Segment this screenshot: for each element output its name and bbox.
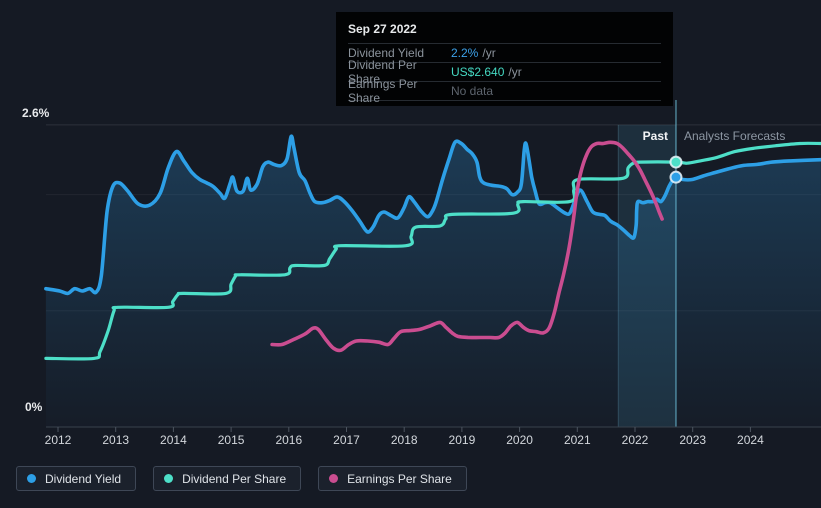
tooltip-value: No data bbox=[451, 84, 494, 98]
earnings-per-share-line bbox=[270, 140, 664, 353]
tooltip-row-earnings-per-share: Earnings Per Share No data bbox=[348, 77, 661, 105]
x-axis-year-label: 2020 bbox=[506, 433, 533, 447]
chart-tooltip: Sep 27 2022 Dividend Yield 2.2% /yr Divi… bbox=[336, 12, 673, 106]
x-axis-year-label: 2019 bbox=[449, 433, 476, 447]
tooltip-date: Sep 27 2022 bbox=[348, 20, 661, 44]
dividend-yield-dot-icon bbox=[27, 474, 36, 483]
y-axis-max-label: 2.6% bbox=[22, 106, 50, 120]
x-axis-year-label: 2012 bbox=[45, 433, 72, 447]
legend-item-earnings-per-share[interactable]: Earnings Per Share bbox=[318, 466, 467, 491]
tooltip-row-dividend-yield: Dividend Yield 2.2% /yr bbox=[348, 44, 661, 63]
tooltip-value: US$2.640 bbox=[451, 65, 505, 79]
x-axis-year-label: 2018 bbox=[391, 433, 418, 447]
tooltip-value-suffix: /yr bbox=[508, 65, 522, 79]
tooltip-value: 2.2% bbox=[451, 46, 479, 60]
past-region-label: Past bbox=[642, 129, 668, 143]
tooltip-value-suffix: /yr bbox=[482, 46, 496, 60]
x-axis-year-label: 2015 bbox=[218, 433, 245, 447]
legend-label: Dividend Per Share bbox=[182, 471, 287, 486]
legend-item-dividend-per-share[interactable]: Dividend Per Share bbox=[153, 466, 302, 491]
tooltip-label: Dividend Yield bbox=[348, 46, 425, 60]
y-axis-min-label: 0% bbox=[25, 400, 43, 414]
forecast-region-label: Analysts Forecasts bbox=[684, 129, 786, 143]
legend-label: Dividend Yield bbox=[45, 471, 122, 486]
x-axis-year-label: 2014 bbox=[160, 433, 187, 447]
chart-legend: Dividend Yield Dividend Per Share Earnin… bbox=[16, 466, 467, 491]
legend-label: Earnings Per Share bbox=[347, 471, 452, 486]
earnings-per-share-dot-icon bbox=[329, 474, 339, 483]
tooltip-row-dividend-per-share: Dividend Per Share US$2.640 /yr bbox=[348, 58, 661, 86]
tooltip-label: Earnings Per Share bbox=[348, 77, 418, 105]
x-axis-year-label: 2022 bbox=[622, 433, 649, 447]
dividend-per-share-marker-dot bbox=[669, 155, 683, 169]
dividend-per-share-dot-icon bbox=[164, 474, 174, 483]
x-axis-year-label: 2024 bbox=[737, 433, 764, 447]
legend-item-dividend-yield[interactable]: Dividend Yield bbox=[16, 466, 137, 491]
x-axis-year-label: 2023 bbox=[679, 433, 706, 447]
x-axis-year-label: 2017 bbox=[333, 433, 360, 447]
x-axis-year-label: 2013 bbox=[102, 433, 129, 447]
dividend-yield-marker-dot bbox=[669, 170, 683, 184]
dividend-per-share-line bbox=[44, 141, 821, 361]
x-axis-year-label: 2016 bbox=[275, 433, 302, 447]
dividend-yield-area bbox=[45, 136, 821, 427]
x-axis-year-label: 2021 bbox=[564, 433, 591, 447]
dividend-yield-line bbox=[44, 134, 821, 296]
dividend-chart[interactable]: 2012 2013 2014 2015 2016 2017 2018 2019 2020 2021… bbox=[0, 0, 821, 455]
tooltip-label: Dividend Per Share bbox=[348, 58, 417, 86]
